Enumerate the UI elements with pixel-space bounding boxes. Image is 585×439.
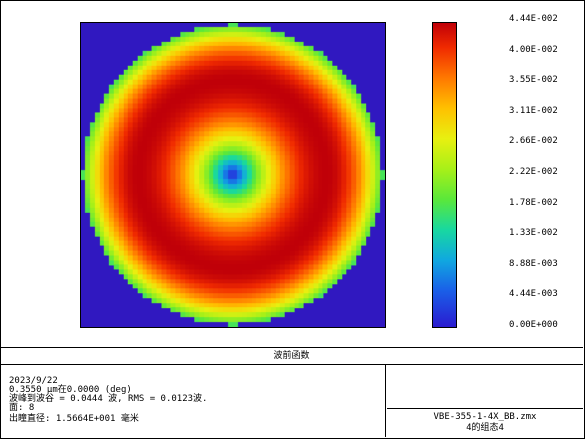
report-date: 2023/9/22 xyxy=(9,376,58,386)
colorbar xyxy=(432,22,457,328)
plot-title: 波前函数 xyxy=(0,347,583,365)
colorbar-tick-label: 4.00E-002 xyxy=(509,44,558,55)
colorbar-tick-label: 4.44E-002 xyxy=(509,14,558,24)
plot-area: 4.44E-002 4.00E-002 3.55E-002 3.11E-002 2.66… xyxy=(80,14,558,330)
file-panel: VBE-355-1-4X_BB.zmx 4的组态4 xyxy=(387,408,583,438)
configuration-label: 4的组态4 xyxy=(466,423,504,433)
colorbar-tick-label: 3.55E-002 xyxy=(509,75,558,86)
file-name: VBE-355-1-4X_BB.zmx xyxy=(433,412,537,422)
colorbar-tick-label: 8.88E-003 xyxy=(509,258,558,269)
colorbar-tick-label: 2.66E-002 xyxy=(509,136,558,147)
colorbar-tick-label: 0.00E+000 xyxy=(509,320,558,330)
pupil-diameter-line: 出瞳直径: 1.5664E+001 毫米 xyxy=(9,414,139,424)
pv-rms-line: 波峰到波谷 = 0.0444 波, RMS = 0.0123波. xyxy=(9,394,208,404)
colorbar-tick-label: 2.22E-002 xyxy=(509,167,558,177)
info-panel: 2023/9/22 0.3550 µm在0.0000 (deg) 波峰到波谷 =… xyxy=(0,365,386,437)
colorbar-tick-label: 1.33E-002 xyxy=(509,228,558,239)
colorbar-tick-label: 3.11E-002 xyxy=(509,105,558,116)
colorbar-tick-label: 1.78E-002 xyxy=(509,197,558,208)
colorbar-tick-label: 4.44E-003 xyxy=(509,289,558,300)
surface-line: 面: 8 xyxy=(9,403,35,413)
wavelength-line: 0.3550 µm在0.0000 (deg) xyxy=(9,385,132,395)
wavefront-map xyxy=(80,22,386,328)
